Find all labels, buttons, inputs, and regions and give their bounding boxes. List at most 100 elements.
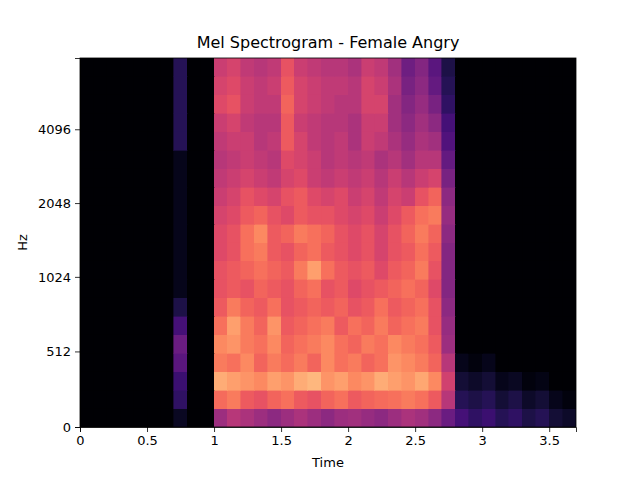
heatmap-cell [536,298,549,316]
heatmap-cell [201,298,214,316]
y-axis-title: Hz [15,234,30,251]
heatmap-cell [563,353,576,371]
heatmap-cell [174,243,187,261]
heatmap-cell [442,95,455,113]
heatmap-cell [549,132,562,150]
heatmap-cell [536,113,549,131]
x-tick-label: 1 [210,433,218,448]
heatmap-cell [429,206,442,224]
heatmap-cell [335,132,348,150]
heatmap-cell [402,316,415,334]
heatmap-cell [308,279,321,297]
heatmap-cell [107,169,120,187]
heatmap-cell [522,279,535,297]
heatmap-cell [321,279,334,297]
heatmap-cell [187,390,200,408]
heatmap-cell [415,390,428,408]
heatmap-cell [563,261,576,279]
heatmap-cell [254,243,267,261]
heatmap-cell [415,372,428,390]
heatmap-cell [348,132,361,150]
y-tick-label: 1024 [38,270,71,285]
heatmap-cell [93,335,106,353]
chart-title: Mel Spectrogram - Female Angry [197,33,460,52]
heatmap-cell [281,409,294,427]
heatmap-cell [442,243,455,261]
heatmap-cell [147,76,160,94]
heatmap-cell [415,150,428,168]
heatmap-cell [174,316,187,334]
heatmap-cell [214,76,227,94]
chart-svg: 00.511.522.533.50512102420484096Mel Spec… [0,0,640,480]
y-tick: 2048 [38,196,80,211]
heatmap-cell [214,206,227,224]
heatmap-cell [469,279,482,297]
heatmap-cell [308,316,321,334]
heatmap-cell [375,95,388,113]
y-tick-mark [75,351,80,352]
heatmap-cell [107,132,120,150]
x-axis: 00.511.522.533.5 [76,427,576,448]
heatmap-cell [160,316,173,334]
heatmap-cell [469,58,482,76]
heatmap-cell [254,206,267,224]
x-tick-label: 0.5 [137,433,158,448]
heatmap-cell [187,169,200,187]
heatmap-cell [348,390,361,408]
heatmap-cell [388,243,401,261]
heatmap-cell [134,409,147,427]
heatmap-cell [402,335,415,353]
heatmap-cell [80,353,93,371]
heatmap-cell [93,224,106,242]
heatmap-cell [522,316,535,334]
heatmap-cell [522,372,535,390]
heatmap-cell [429,113,442,131]
heatmap-cell [496,58,509,76]
heatmap-cell [455,409,468,427]
heatmap-cell [522,353,535,371]
y-tick-mark [75,203,80,204]
heatmap-cell [469,206,482,224]
heatmap-cell [348,187,361,205]
heatmap-cell [469,224,482,242]
heatmap-cell [536,372,549,390]
heatmap-cell [549,279,562,297]
heatmap-cell [362,76,375,94]
heatmap-cell [335,390,348,408]
heatmap-cell [281,132,294,150]
heatmap-cell [147,95,160,113]
heatmap-cell [147,390,160,408]
heatmap-cell [549,224,562,242]
heatmap-cell [335,261,348,279]
heatmap-cell [402,169,415,187]
heatmap-cell [227,409,240,427]
heatmap-cell [563,372,576,390]
heatmap-cell [496,316,509,334]
heatmap-cell [402,132,415,150]
heatmap-cell [227,261,240,279]
heatmap-cell [201,150,214,168]
heatmap-cell [415,316,428,334]
heatmap-cell [174,150,187,168]
heatmap-cell [80,58,93,76]
heatmap-cell [254,150,267,168]
heatmap-cell [388,206,401,224]
heatmap-cell [522,76,535,94]
heatmap-cell [187,261,200,279]
heatmap-cell [80,372,93,390]
heatmap-cell [375,113,388,131]
heatmap-cell [93,243,106,261]
heatmap-cell [509,206,522,224]
heatmap-cell [241,206,254,224]
heatmap-cell [442,206,455,224]
heatmap-cell [201,353,214,371]
heatmap-cell [120,335,133,353]
heatmap-cell [522,261,535,279]
heatmap-cell [469,187,482,205]
heatmap-cell [509,224,522,242]
x-tick-label: 3.5 [539,433,560,448]
heatmap-cell [348,261,361,279]
heatmap-cell [469,132,482,150]
heatmap-cell [362,206,375,224]
heatmap-cell [375,243,388,261]
